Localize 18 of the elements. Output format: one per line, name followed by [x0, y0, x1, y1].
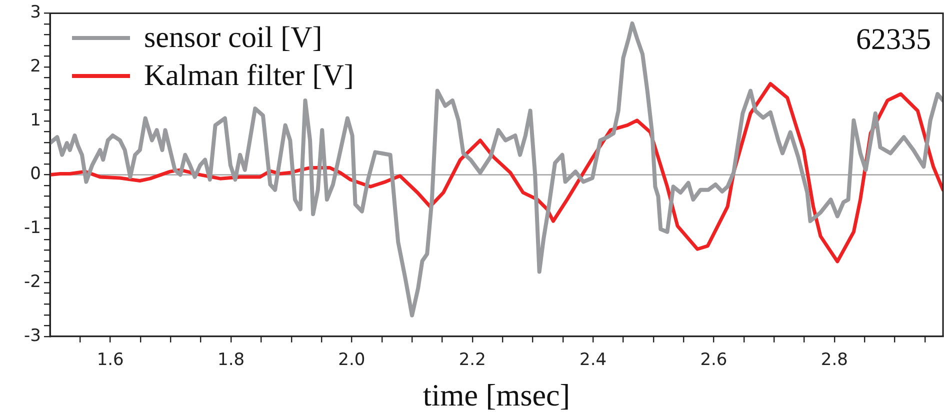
- x-tick-label: 2.8: [820, 350, 848, 370]
- x-axis-title: time [msec]: [422, 378, 570, 413]
- x-tick-label: 2.2: [458, 350, 486, 370]
- y-tick-label: -1: [24, 218, 41, 238]
- y-tick-label: 3: [30, 2, 41, 23]
- annotation: 62335: [856, 23, 931, 58]
- x-tick-label: 1.6: [96, 350, 124, 370]
- y-tick-label: 0: [30, 164, 41, 184]
- x-tick-label: 2.6: [700, 350, 728, 370]
- y-tick-label: -3: [24, 326, 41, 346]
- y-tick-label: 2: [30, 56, 41, 76]
- y-tick-label: -2: [24, 272, 41, 292]
- legend-label: sensor coil [V]: [144, 20, 322, 56]
- x-tick-label: 1.8: [217, 350, 245, 370]
- legend-label: Kalman filter [V]: [144, 58, 354, 94]
- x-tick-label: 2.0: [338, 350, 366, 370]
- x-tick-label: 2.4: [580, 350, 607, 370]
- y-tick-label: 1: [30, 110, 41, 130]
